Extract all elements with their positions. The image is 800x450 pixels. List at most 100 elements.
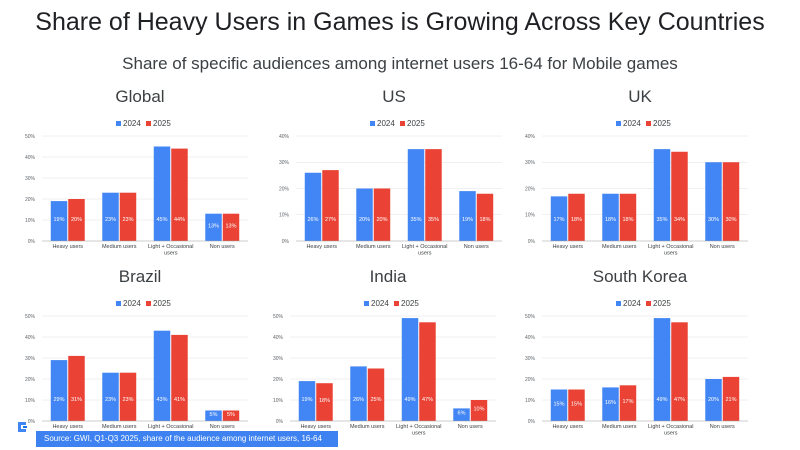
x-category-label: Heavy users <box>300 424 331 430</box>
legend-label-2024: 2024 <box>371 299 389 308</box>
y-tick-label: 30% <box>25 356 36 362</box>
data-label: 20% <box>376 217 387 223</box>
bar-2024-medium-users <box>356 188 373 241</box>
data-label: 18% <box>319 398 330 404</box>
chart-title: UK <box>628 87 652 106</box>
legend-label-2025: 2025 <box>653 299 671 308</box>
legend-label-2024: 2024 <box>123 299 141 308</box>
brand-logo-icon <box>15 420 29 434</box>
y-tick-label: 0% <box>528 239 536 245</box>
data-label: 34% <box>674 217 685 223</box>
legend-label-2024: 2024 <box>123 119 141 128</box>
y-tick-label: 10% <box>273 398 284 404</box>
data-label: 30% <box>708 217 719 223</box>
y-tick-label: 10% <box>25 218 36 224</box>
y-tick-label: 20% <box>25 197 36 203</box>
chart-title: India <box>370 267 407 286</box>
data-label: 47% <box>422 397 433 403</box>
data-label: 18% <box>479 217 490 223</box>
data-label: 20% <box>708 397 719 403</box>
data-label: 31% <box>71 397 82 403</box>
y-tick-label: 10% <box>25 398 36 404</box>
data-label: 45% <box>157 217 168 223</box>
y-tick-label: 50% <box>525 314 536 320</box>
chart-panel-brazil: Brazil 2024 2025 0% 10% 20% 30% 40% 50% 29% 31% Hea… <box>20 264 260 442</box>
bar-2025-light-occasional-users <box>419 322 436 421</box>
bar-2024-light-occasional-users <box>153 330 171 421</box>
data-label: 16% <box>605 400 616 406</box>
chart-panel-global: Global 2024 2025 0% 10% 20% 30% 40% 50% 19% 20% Hea… <box>20 84 260 262</box>
data-label: 18% <box>571 217 582 223</box>
x-category-label: Heavy users <box>52 424 83 430</box>
y-tick-label: 30% <box>279 160 290 166</box>
chart-legend: 2024 2025 <box>370 119 425 128</box>
data-label: 23% <box>105 217 116 223</box>
y-tick-label: 20% <box>273 377 284 383</box>
bar-2025-medium-users <box>373 188 391 241</box>
chart-legend: 2024 2025 <box>364 299 419 308</box>
chart-title: Brazil <box>119 267 162 286</box>
bar-2024-non-users <box>453 408 470 421</box>
y-tick-label: 20% <box>525 377 536 383</box>
bar-2024-medium-users <box>602 387 619 421</box>
data-label: 18% <box>605 217 616 223</box>
data-label: 49% <box>657 397 668 403</box>
chart-panel-india: India 2024 2025 0% 10% 20% 30% 40% 50% 19% 18% Heav… <box>268 264 508 442</box>
bar-2025-non-users <box>722 162 740 241</box>
bar-2024-medium-users <box>350 366 367 421</box>
data-label: 43% <box>157 397 168 403</box>
y-tick-label: 0% <box>28 239 36 245</box>
data-label: 15% <box>554 401 565 407</box>
data-label: 27% <box>325 217 336 223</box>
data-label: 25% <box>370 397 381 403</box>
data-label: 35% <box>657 217 668 223</box>
bar-2025-heavy-users <box>568 193 585 241</box>
x-category-label: Medium users <box>102 424 137 430</box>
data-label: 21% <box>725 397 736 403</box>
bar-2024-light-occasional-users <box>653 318 671 421</box>
legend-swatch-2024 <box>116 121 121 126</box>
chart-title: South Korea <box>593 267 688 286</box>
chart-panel-south-korea: South Korea 2024 2025 0% 10% 20% 30% 40% 50% 15% 1… <box>520 264 760 442</box>
data-label: 26% <box>353 397 364 403</box>
bar-2025-light-occasional-users <box>171 334 188 421</box>
y-tick-label: 30% <box>525 160 536 166</box>
y-tick-label: 30% <box>25 176 36 182</box>
data-label: 5% <box>210 412 218 418</box>
legend-label-2025: 2025 <box>153 299 171 308</box>
bar-2024-heavy-users <box>50 360 68 421</box>
legend-label-2025: 2025 <box>653 119 671 128</box>
data-label: 17% <box>622 399 633 405</box>
y-tick-label: 40% <box>273 335 284 341</box>
data-label: 5% <box>227 412 235 418</box>
y-tick-label: 20% <box>25 377 36 383</box>
bar-2025-non-users <box>470 400 488 421</box>
chart-title: Global <box>115 87 164 106</box>
y-tick-label: 0% <box>276 419 284 425</box>
chart-south-korea: South Korea 2024 2025 0% 10% 20% 30% 40% 50% 15% 1… <box>525 267 748 437</box>
chart-brazil: Brazil 2024 2025 0% 10% 20% 30% 40% 50% 29% 31% Hea… <box>25 267 248 437</box>
bar-2025-light-occasional-users <box>671 322 688 421</box>
x-category-label: Non users <box>710 424 735 430</box>
y-tick-label: 0% <box>282 239 290 245</box>
bar-2024-medium-users <box>102 372 119 421</box>
y-tick-label: 40% <box>25 335 36 341</box>
y-tick-label: 10% <box>279 213 290 219</box>
bar-2024-heavy-users <box>550 389 568 421</box>
page-subtitle: Share of specific audiences among intern… <box>122 54 678 73</box>
data-label: 15% <box>571 401 582 407</box>
x-category-label: Heavy users <box>552 424 583 430</box>
x-category-label: Medium users <box>350 424 385 430</box>
data-label: 18% <box>622 217 633 223</box>
data-label: 6% <box>458 411 466 417</box>
bar-2024-non-users <box>205 213 222 241</box>
bar-2024-heavy-users <box>298 381 316 421</box>
y-tick-label: 50% <box>25 134 36 140</box>
data-label: 10% <box>473 407 484 413</box>
chart-legend: 2024 2025 <box>116 119 171 128</box>
bar-2024-light-occasional-users <box>153 146 171 241</box>
bar-2025-medium-users <box>119 192 137 241</box>
y-tick-label: 20% <box>525 186 536 192</box>
chart-legend: 2024 2025 <box>116 299 171 308</box>
legend-label-2024: 2024 <box>377 119 395 128</box>
